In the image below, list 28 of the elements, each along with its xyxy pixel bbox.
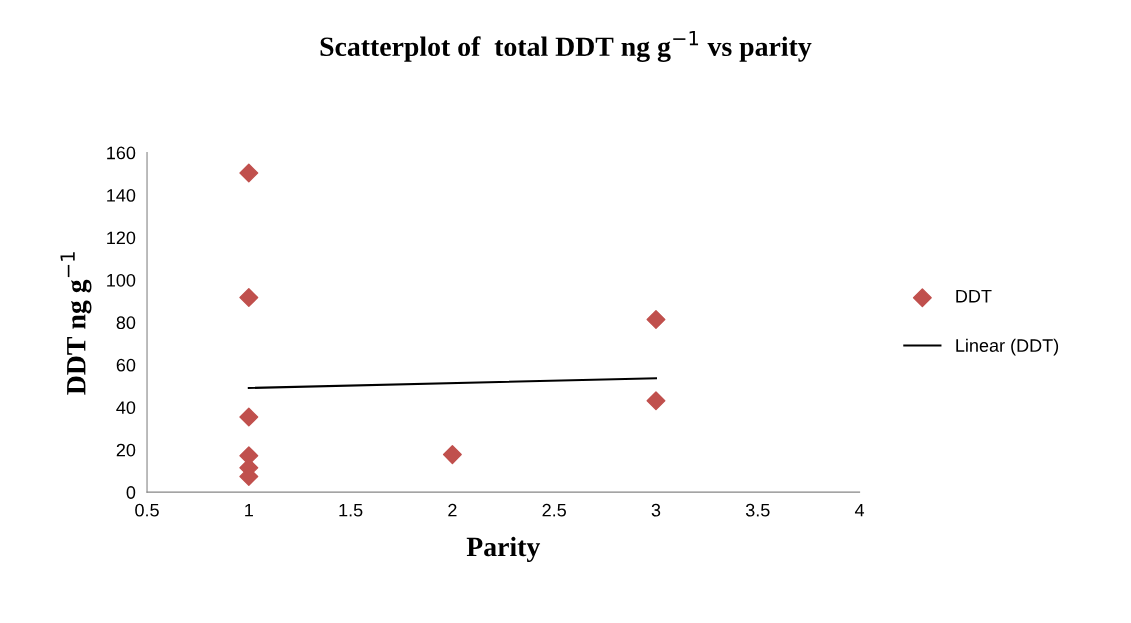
- y-tick-label: 100: [107, 273, 136, 287]
- x-tick-label: 0.5: [135, 503, 159, 517]
- point: [442, 445, 462, 465]
- point: [646, 309, 666, 329]
- y-tick-label: 160: [107, 146, 136, 160]
- y-tick-label: 60: [116, 358, 136, 372]
- x-tick-label: 1.5: [339, 503, 363, 517]
- y-tick-label: 0: [126, 486, 136, 499]
- x-tick-label: 3: [651, 503, 661, 517]
- chart-title: Scatterplot of total DDT ng g$^{−1}$ vs parity: [320, 31, 812, 62]
- x-tick-label: 3.5: [745, 503, 770, 517]
- y-tick-label: 40: [116, 401, 136, 415]
- legend-label: Linear (DDT): [956, 338, 1059, 356]
- x-tick-label: 1: [245, 503, 253, 517]
- point: [239, 163, 259, 183]
- y-axis-title: DDT ng g$^{−1}$: [60, 252, 92, 395]
- x-axis-title: Parity: [466, 536, 541, 563]
- point: [239, 288, 259, 308]
- x-tick-label: 2.5: [542, 503, 566, 517]
- y-tick-label: 120: [107, 231, 136, 245]
- y-tick-label: 80: [116, 316, 136, 330]
- x-tick-label: 4: [854, 503, 865, 517]
- point: [646, 391, 666, 411]
- y-tick-label: 20: [116, 443, 136, 457]
- point: [239, 407, 259, 427]
- legend-label: DDT: [956, 289, 992, 303]
- y-tick-label: 140: [107, 189, 136, 202]
- x-tick-label: 2: [448, 503, 457, 517]
